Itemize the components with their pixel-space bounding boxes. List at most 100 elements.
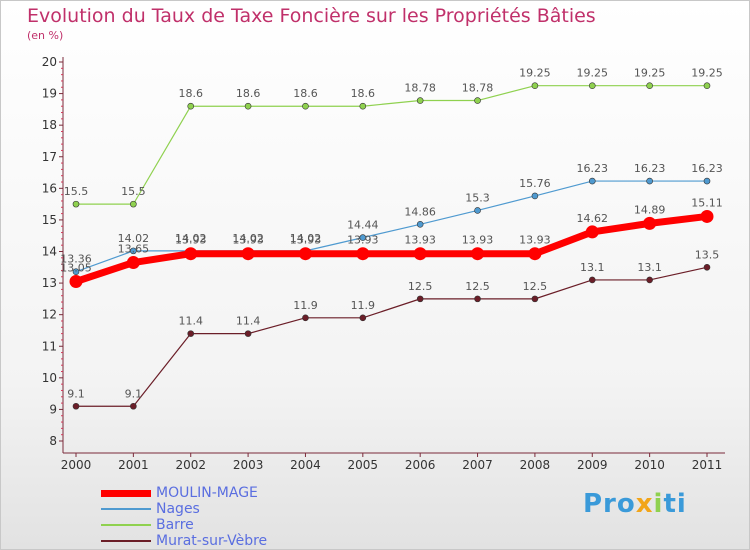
data-label: 13.93 (462, 234, 494, 247)
data-point (528, 247, 542, 261)
data-label: 13.93 (404, 234, 436, 247)
data-label: 14.44 (347, 219, 379, 232)
data-label: 18.6 (236, 87, 261, 100)
legend-label: Murat-sur-Vèbre (156, 533, 268, 549)
legend-label: MOULIN-MAGE (156, 485, 258, 501)
y-tick-label: 17 (42, 150, 57, 164)
data-point (416, 221, 424, 228)
data-point (703, 82, 711, 89)
data-label: 13.1 (637, 261, 662, 274)
data-point (184, 247, 198, 261)
y-tick-label: 11 (42, 339, 57, 353)
x-tick-label: 2007 (462, 458, 493, 472)
data-label: 13.5 (695, 248, 720, 261)
data-label: 13.93 (175, 234, 207, 247)
data-point (471, 247, 485, 261)
x-tick-label: 2006 (405, 458, 436, 472)
data-point (72, 268, 80, 276)
x-tick-label: 2003 (233, 458, 264, 472)
data-point (703, 263, 711, 271)
y-tick-label: 9 (49, 402, 57, 416)
series-line-nages (75, 180, 708, 273)
data-label: 14.02 (118, 232, 150, 245)
data-point (531, 295, 539, 303)
data-label: 11.9 (351, 299, 376, 312)
data-label: 19.25 (577, 67, 609, 80)
data-point (646, 82, 653, 89)
y-tick-label: 16 (42, 181, 57, 195)
data-label: 15.76 (519, 177, 551, 190)
data-point (244, 102, 252, 110)
y-axis-unit: (en %) (27, 29, 64, 42)
data-point (359, 102, 367, 110)
y-tick-label: 19 (42, 87, 57, 101)
y-tick-label: 12 (42, 308, 57, 322)
y-tick-label: 10 (42, 371, 57, 385)
data-point (474, 207, 481, 214)
x-tick-label: 2011 (692, 458, 723, 472)
data-point (646, 276, 653, 284)
data-point (474, 97, 481, 104)
data-label: 14.02 (290, 232, 322, 245)
data-label: 18.6 (351, 87, 376, 100)
data-point (643, 216, 657, 230)
data-label: 18.78 (404, 82, 436, 95)
data-label: 14.89 (634, 203, 666, 216)
x-tick-label: 2009 (577, 458, 608, 472)
series-line-barre (75, 85, 708, 205)
data-label: 15.3 (465, 191, 490, 204)
y-tick-label: 15 (42, 213, 57, 227)
data-point (413, 247, 427, 261)
x-tick-label: 2004 (290, 458, 321, 472)
proxiti-logo: Proxiti (583, 489, 687, 519)
x-tick-label: 2005 (348, 458, 379, 472)
data-label: 9.1 (67, 387, 85, 400)
data-label: 12.5 (465, 280, 490, 293)
data-label: 14.62 (577, 212, 609, 225)
data-label: 18.6 (178, 87, 203, 100)
data-point (302, 314, 309, 322)
data-label: 14.02 (175, 232, 207, 245)
data-label: 13.1 (580, 261, 605, 274)
data-label: 13.93 (347, 234, 379, 247)
legend-swatch-moulin-mage (101, 490, 151, 497)
x-tick-label: 2000 (61, 458, 92, 472)
data-point (130, 247, 137, 255)
data-point (130, 200, 137, 208)
data-point (359, 234, 367, 241)
data-point (588, 276, 596, 284)
data-point (72, 402, 80, 410)
legend-label: Barre (156, 517, 194, 533)
data-label: 14.02 (232, 232, 264, 245)
data-label: 11.4 (236, 315, 261, 328)
data-point (703, 177, 711, 185)
y-tick-label: 14 (42, 245, 57, 259)
data-point (72, 200, 80, 208)
data-label: 9.1 (125, 387, 143, 400)
data-label: 19.25 (691, 67, 723, 80)
data-point (416, 295, 424, 303)
data-point (359, 314, 367, 322)
data-label: 16.23 (577, 162, 609, 175)
data-label: 13.93 (519, 234, 551, 247)
logo-part: Pro (583, 489, 636, 519)
data-point (356, 247, 370, 261)
data-point (531, 82, 539, 89)
data-label: 11.4 (178, 315, 203, 328)
data-label: 19.25 (519, 67, 551, 80)
data-point (531, 192, 539, 200)
data-label: 13.93 (232, 234, 264, 247)
legend-swatch-murat-sur-vebre (101, 540, 151, 542)
data-point (474, 295, 481, 303)
data-point (588, 82, 596, 89)
y-tick-label: 8 (49, 434, 57, 448)
data-label: 15.5 (64, 185, 89, 198)
data-point (646, 177, 653, 185)
series-line-moulin-mage (72, 212, 711, 286)
data-point (130, 402, 137, 410)
data-point (244, 330, 252, 337)
legend-swatch-barre (101, 524, 151, 526)
logo-part: ti (663, 489, 687, 519)
